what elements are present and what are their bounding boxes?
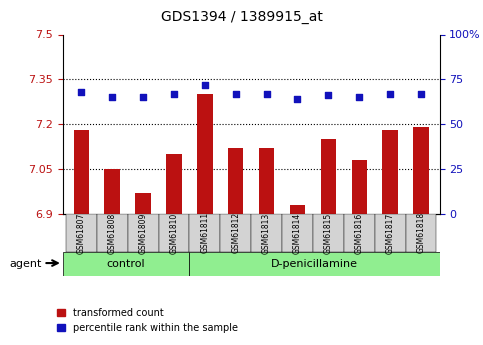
- Text: GSM61810: GSM61810: [170, 212, 178, 254]
- Bar: [321, 139, 336, 345]
- Bar: [220, 214, 251, 252]
- Bar: [158, 214, 189, 252]
- Point: [108, 95, 116, 100]
- Bar: [313, 214, 344, 252]
- Bar: [290, 205, 305, 345]
- Point: [232, 91, 240, 97]
- Text: GDS1394 / 1389915_at: GDS1394 / 1389915_at: [160, 10, 323, 24]
- Bar: [104, 169, 120, 345]
- Bar: [97, 214, 128, 252]
- Bar: [197, 94, 213, 345]
- Text: GSM61816: GSM61816: [355, 212, 364, 254]
- Point: [355, 95, 363, 100]
- Point: [386, 91, 394, 97]
- Bar: [189, 214, 220, 252]
- Bar: [352, 160, 367, 345]
- Point: [201, 82, 209, 88]
- Bar: [375, 214, 406, 252]
- Bar: [73, 130, 89, 345]
- Text: agent: agent: [10, 259, 42, 269]
- Text: GSM61814: GSM61814: [293, 212, 302, 254]
- Text: GSM61817: GSM61817: [385, 212, 395, 254]
- Bar: [166, 154, 182, 345]
- Point: [294, 96, 301, 102]
- Text: GSM61818: GSM61818: [416, 212, 426, 254]
- Bar: [228, 148, 243, 345]
- Bar: [66, 214, 97, 252]
- Text: GSM61812: GSM61812: [231, 212, 240, 254]
- Text: GSM61807: GSM61807: [77, 212, 86, 254]
- Legend: transformed count, percentile rank within the sample: transformed count, percentile rank withi…: [53, 304, 242, 337]
- Point: [170, 91, 178, 97]
- Text: GSM61809: GSM61809: [139, 212, 148, 254]
- Bar: [406, 214, 437, 252]
- Bar: [128, 214, 158, 252]
- Text: GSM61808: GSM61808: [108, 212, 117, 254]
- Bar: [282, 214, 313, 252]
- Text: GSM61815: GSM61815: [324, 212, 333, 254]
- Bar: [344, 214, 375, 252]
- Point: [263, 91, 270, 97]
- Bar: [413, 127, 429, 345]
- Text: control: control: [107, 259, 145, 269]
- Bar: [251, 214, 282, 252]
- Point: [77, 89, 85, 95]
- Bar: [383, 130, 398, 345]
- Point: [417, 91, 425, 97]
- Bar: [63, 252, 189, 276]
- Text: GSM61813: GSM61813: [262, 212, 271, 254]
- Point: [325, 93, 332, 98]
- Bar: [135, 193, 151, 345]
- Point: [139, 95, 147, 100]
- Bar: [189, 252, 440, 276]
- Text: D-penicillamine: D-penicillamine: [271, 259, 358, 269]
- Bar: [259, 148, 274, 345]
- Text: GSM61811: GSM61811: [200, 212, 209, 254]
